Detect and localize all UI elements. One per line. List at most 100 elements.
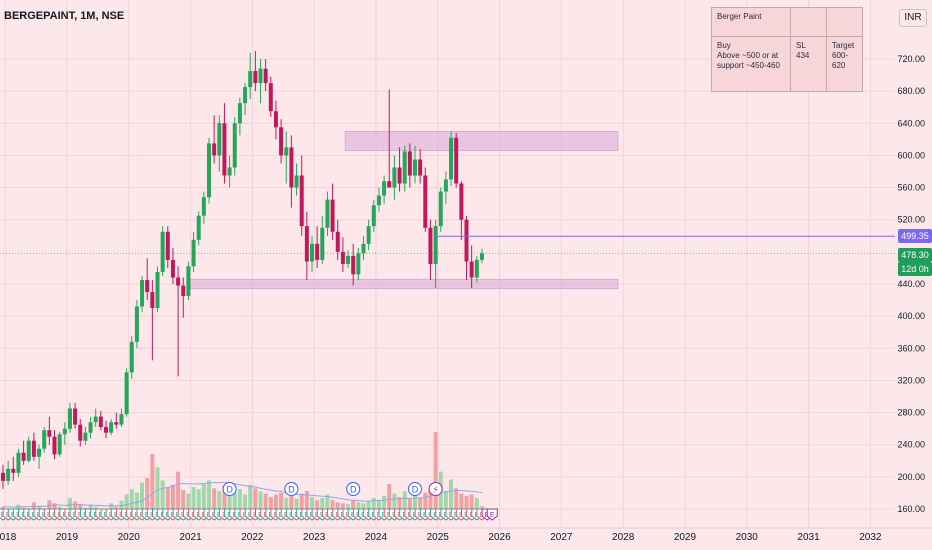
candle-body — [356, 253, 361, 275]
dividend-marker-label: D — [350, 485, 357, 495]
candle-body — [304, 226, 309, 262]
volume-bar — [140, 482, 145, 520]
candle-body — [6, 468, 11, 481]
note-header-row: Berger Paint — [711, 7, 863, 37]
x-tick-label: 2023 — [303, 532, 326, 543]
candle-body — [170, 259, 175, 278]
volume-bar — [304, 490, 309, 520]
candle-body — [479, 253, 484, 260]
volume-bar — [325, 494, 330, 520]
candle-body — [279, 127, 284, 156]
volume-bar — [438, 471, 443, 520]
candle-body — [449, 137, 454, 180]
candle-body — [340, 251, 345, 264]
y-tick-label: 200.00 — [897, 472, 925, 482]
candle-body — [382, 181, 387, 196]
candle-body — [469, 261, 474, 278]
x-tick-label: 2021 — [179, 532, 202, 543]
candle-body — [134, 306, 139, 342]
volume-moving-average — [3, 482, 483, 508]
candle-body — [310, 243, 314, 262]
volume-bar — [279, 492, 284, 520]
dividend-marker-label: D — [288, 485, 295, 495]
candle-body — [140, 279, 145, 307]
note-buy-cell: Buy Above ~500 or at support ~450-460 — [711, 36, 791, 92]
volume-bar — [248, 484, 253, 520]
candle-body — [299, 175, 304, 227]
candle-body — [176, 277, 181, 286]
y-tick-label: 680.00 — [897, 86, 925, 96]
candle-body — [407, 151, 412, 176]
candle-body — [181, 285, 186, 297]
volume-bar — [413, 494, 417, 520]
candle-body — [289, 147, 294, 188]
volume-bar — [459, 493, 464, 520]
candle-body — [402, 151, 407, 184]
candle-body — [165, 231, 170, 260]
volume-bar — [160, 480, 165, 520]
x-tick-label: 2024 — [365, 532, 388, 543]
candle-body — [454, 137, 459, 184]
candle-body — [37, 448, 42, 457]
x-tick-label: 2018 — [0, 532, 17, 543]
note-empty-cell — [790, 7, 827, 37]
candle-body — [73, 408, 78, 425]
candle-body — [26, 440, 31, 461]
candle-body — [361, 243, 366, 254]
candle-body — [83, 432, 88, 441]
earnings-marker-label: E — [490, 512, 495, 519]
candle-body — [129, 341, 134, 373]
x-tick-label: 2027 — [550, 532, 573, 543]
candle-body — [253, 71, 258, 84]
volume-bar — [253, 488, 258, 520]
y-tick-label: 720.00 — [897, 54, 925, 64]
volume-bar — [227, 495, 232, 520]
candle-body — [124, 372, 129, 415]
candle-body — [464, 219, 469, 262]
volume-bar — [258, 491, 263, 520]
volume-bar — [134, 492, 139, 520]
candle-body — [119, 414, 124, 425]
split-marker — [428, 482, 443, 496]
volume-bar — [289, 495, 294, 520]
support-resistance-zone — [190, 278, 619, 290]
volume-bar — [273, 494, 278, 520]
candle-body — [232, 123, 237, 168]
candle-body — [88, 422, 93, 433]
candle-body — [47, 430, 52, 437]
volume-bar — [129, 489, 134, 520]
x-tick-label: 2019 — [56, 532, 79, 543]
candle-body — [31, 440, 36, 457]
candle-body — [346, 255, 351, 264]
x-tick-label: 2031 — [797, 532, 820, 543]
currency-label[interactable]: INR — [899, 9, 927, 27]
x-tick-label: 2025 — [427, 532, 450, 543]
last-price-tag: 478.30 — [898, 248, 932, 262]
note-target-label: Target — [832, 41, 855, 50]
volume-bar — [402, 491, 407, 520]
candle-body — [438, 191, 443, 227]
y-tick-label: 640.00 — [897, 118, 925, 128]
candle-body — [109, 422, 114, 433]
candle-body — [150, 292, 155, 309]
candle-body — [67, 408, 72, 429]
candle-body — [114, 422, 119, 425]
candle-body — [62, 428, 67, 435]
volume-bar — [382, 495, 387, 520]
symbol-title[interactable]: BERGEPAINT, 1M, NSE — [4, 10, 125, 22]
candle-body — [433, 226, 438, 264]
dividend-marker — [222, 482, 237, 496]
dividend-marker-label: D — [226, 485, 233, 495]
volume-bar — [170, 484, 175, 520]
volume-bar — [124, 494, 129, 520]
candle-body — [371, 205, 376, 227]
candle-body — [145, 279, 150, 293]
candle-body — [443, 179, 448, 192]
candle-body — [392, 167, 397, 188]
note-sl-value: 434 — [796, 51, 810, 60]
x-tick-label: 2020 — [118, 532, 141, 543]
volume-bar — [469, 494, 474, 520]
note-target-value: 600-620 — [832, 51, 849, 70]
